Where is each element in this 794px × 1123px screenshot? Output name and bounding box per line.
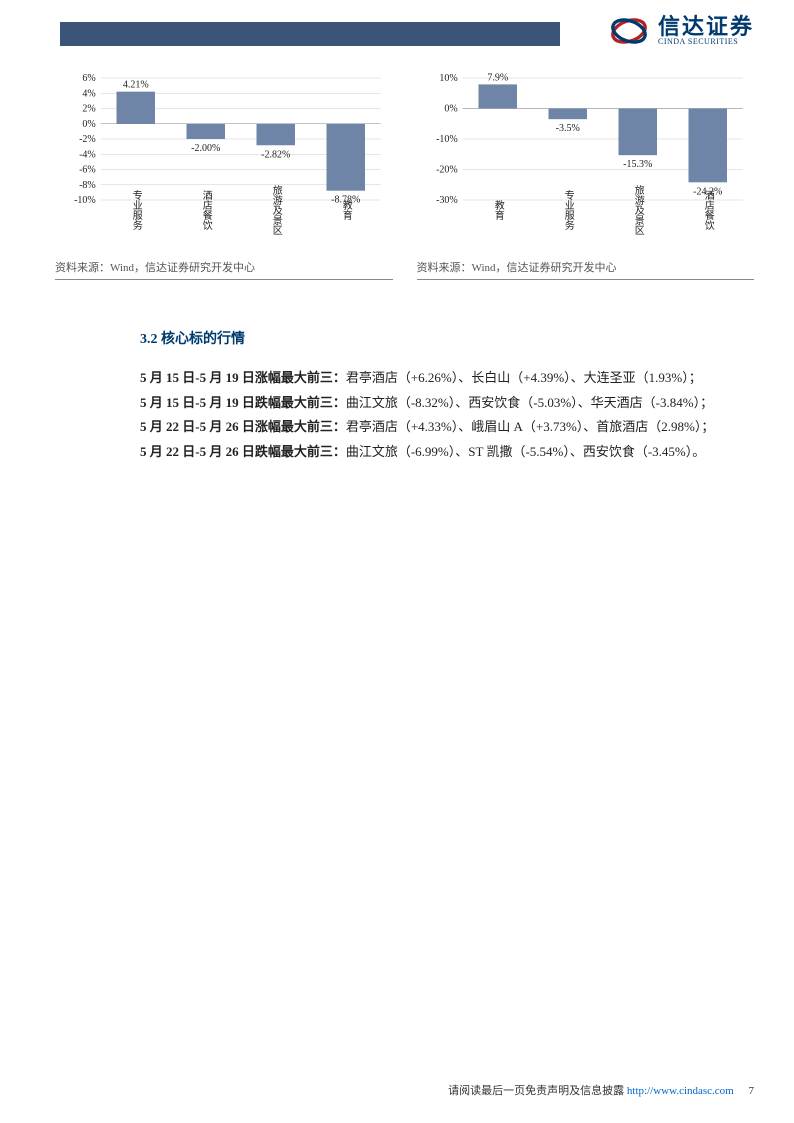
- svg-text:-6%: -6%: [79, 165, 96, 176]
- svg-text:-15.3%: -15.3%: [623, 159, 652, 170]
- svg-text:-30%: -30%: [436, 195, 458, 206]
- body-text: 5 月 15 日-5 月 19 日涨幅最大前三：君亭酒店（+6.26%）、长白山…: [140, 366, 744, 465]
- svg-text:0%: 0%: [444, 104, 457, 115]
- chart-right: -30% -20% -10% 0% 10% 7.9% 教育 -3.5% 专业服务 -15.3% 旅游…: [417, 70, 755, 255]
- paragraph-label: 5 月 15 日-5 月 19 日跌幅最大前三：: [140, 395, 346, 410]
- svg-text:教育: 教育: [340, 199, 352, 221]
- svg-text:专业服务: 专业服务: [562, 189, 574, 231]
- bar: [257, 124, 296, 146]
- svg-text:-20%: -20%: [436, 165, 458, 176]
- chart-left-panel: -10% -8% -6% -4% -2% 0% 2% 4% 6% 4.21% 专业服务 -2.00% 酒…: [55, 70, 393, 280]
- bar: [327, 124, 366, 191]
- paragraph-label: 5 月 22 日-5 月 26 日跌幅最大前三：: [140, 444, 346, 459]
- footer-disclaimer: 请阅读最后一页免责声明及信息披露: [448, 1085, 624, 1097]
- bar: [548, 109, 587, 120]
- bar: [187, 124, 226, 139]
- logo-en-text: CINDA SECURITIES: [658, 38, 754, 46]
- logo-cn-text: 信达证券: [658, 16, 754, 38]
- svg-text:-10%: -10%: [436, 134, 458, 145]
- svg-text:6%: 6%: [82, 73, 95, 84]
- svg-text:-2.00%: -2.00%: [191, 143, 220, 154]
- svg-text:教育: 教育: [492, 199, 504, 221]
- svg-text:旅游及景区: 旅游及景区: [270, 184, 282, 235]
- svg-text:2%: 2%: [82, 104, 95, 115]
- svg-text:酒店餐饮: 酒店餐饮: [702, 190, 714, 231]
- logo: 信达证券 CINDA SECURITIES: [608, 10, 754, 52]
- bar: [688, 109, 727, 183]
- svg-text:-4%: -4%: [79, 149, 96, 160]
- bar: [618, 109, 657, 156]
- svg-text:酒店餐饮: 酒店餐饮: [200, 190, 212, 231]
- bar: [478, 84, 517, 108]
- body-paragraph: 5 月 15 日-5 月 19 日涨幅最大前三：君亭酒店（+6.26%）、长白山…: [140, 366, 744, 391]
- svg-text:旅游及景区: 旅游及景区: [632, 184, 644, 235]
- footer: 请阅读最后一页免责声明及信息披露 http://www.cindasc.com …: [448, 1082, 754, 1098]
- page-number: 7: [749, 1085, 755, 1097]
- svg-text:-8%: -8%: [79, 180, 96, 191]
- footer-link[interactable]: http://www.cindasc.com: [627, 1085, 734, 1097]
- section-title: 3.2 核心标的行情: [140, 328, 744, 348]
- body-paragraph: 5 月 22 日-5 月 26 日跌幅最大前三：曲江文旅（-6.99%）、ST …: [140, 440, 744, 465]
- chart-left-source: 资料来源：Wind，信达证券研究开发中心: [55, 259, 393, 275]
- paragraph-label: 5 月 22 日-5 月 26 日涨幅最大前三：: [140, 419, 346, 434]
- charts-row: -10% -8% -6% -4% -2% 0% 2% 4% 6% 4.21% 专业服务 -2.00% 酒…: [55, 70, 754, 280]
- paragraph-label: 5 月 15 日-5 月 19 日涨幅最大前三：: [140, 370, 346, 385]
- svg-text:-2.82%: -2.82%: [261, 149, 290, 160]
- svg-text:0%: 0%: [82, 119, 95, 130]
- chart-right-source: 资料来源：Wind，信达证券研究开发中心: [417, 259, 755, 275]
- svg-text:-3.5%: -3.5%: [555, 123, 579, 134]
- body-paragraph: 5 月 15 日-5 月 19 日跌幅最大前三：曲江文旅（-8.32%）、西安饮…: [140, 391, 744, 416]
- svg-text:-10%: -10%: [74, 195, 96, 206]
- svg-text:专业服务: 专业服务: [130, 189, 142, 231]
- chart-left: -10% -8% -6% -4% -2% 0% 2% 4% 6% 4.21% 专业服务 -2.00% 酒…: [55, 70, 393, 255]
- svg-text:4.21%: 4.21%: [123, 80, 149, 91]
- svg-text:10%: 10%: [439, 73, 457, 84]
- svg-text:7.9%: 7.9%: [487, 72, 508, 83]
- bar: [117, 92, 156, 124]
- logo-swirl-icon: [608, 10, 650, 52]
- svg-text:4%: 4%: [82, 88, 95, 99]
- chart-right-panel: -30% -20% -10% 0% 10% 7.9% 教育 -3.5% 专业服务 -15.3% 旅游…: [417, 70, 755, 280]
- content-body: 3.2 核心标的行情 5 月 15 日-5 月 19 日涨幅最大前三：君亭酒店（…: [140, 310, 744, 465]
- svg-text:-2%: -2%: [79, 134, 96, 145]
- header-bar: [60, 22, 560, 46]
- body-paragraph: 5 月 22 日-5 月 26 日涨幅最大前三：君亭酒店（+4.33%）、峨眉山…: [140, 415, 744, 440]
